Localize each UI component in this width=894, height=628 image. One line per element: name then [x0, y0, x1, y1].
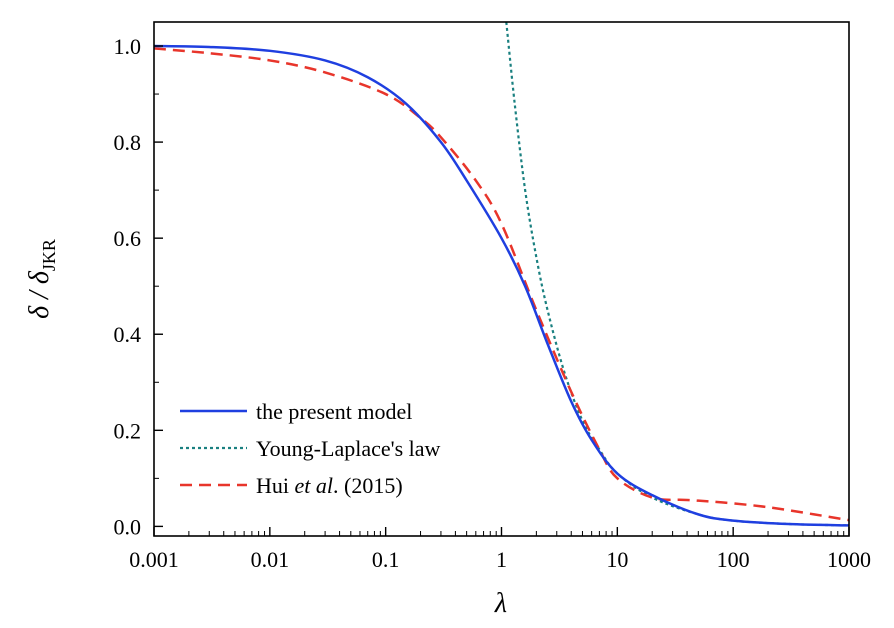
x-tick-label: 10: [606, 547, 628, 572]
x-tick-label: 1000: [827, 547, 871, 572]
x-tick-label: 0.1: [372, 547, 400, 572]
x-tick-label: 0.001: [129, 547, 179, 572]
x-tick-label: 0.01: [251, 547, 290, 572]
legend-label-hui-author: Hui: [256, 473, 295, 498]
y-tick-label: 0.2: [114, 418, 142, 443]
series-line-0: [154, 44, 849, 527]
legend-label-present-model: the present model: [256, 399, 412, 424]
y-tick-label: 0.6: [114, 226, 142, 251]
plot-frame: [153, 21, 850, 537]
y-tick-label: 0.4: [114, 322, 142, 347]
y-axis-title-main: δ / δ: [24, 270, 55, 319]
y-tick-label: 1.0: [114, 34, 142, 59]
legend-label-hui: Hui et al. (2015): [256, 473, 403, 498]
x-axis-title: λ: [494, 588, 507, 619]
x-tick-label: 100: [717, 547, 750, 572]
series-line-1: [505, 22, 849, 527]
series-line-2: [154, 47, 849, 522]
axis-ticks: [153, 45, 850, 536]
plot-area: [154, 22, 849, 527]
legend-label-hui-year: . (2015): [333, 473, 403, 498]
legend-label-hui-etal: et al: [295, 473, 334, 498]
y-axis-title: δ / δJKR: [24, 239, 59, 319]
tick-labels: 0.001 0.01 0.1 1 10 100 1000 0.0 0.2 0.4 0.6 0.8 1.0: [114, 34, 872, 572]
x-tick-label: 1: [496, 547, 507, 572]
svg-text:δ / δJKR: δ / δJKR: [24, 239, 59, 319]
y-tick-label: 0.0: [114, 514, 142, 539]
y-tick-label: 0.8: [114, 130, 142, 155]
y-axis-title-sub: JKR: [39, 239, 59, 271]
legend: the present model Young-Laplace's law Hu…: [180, 399, 441, 498]
legend-label-young-laplace: Young-Laplace's law: [256, 436, 441, 461]
